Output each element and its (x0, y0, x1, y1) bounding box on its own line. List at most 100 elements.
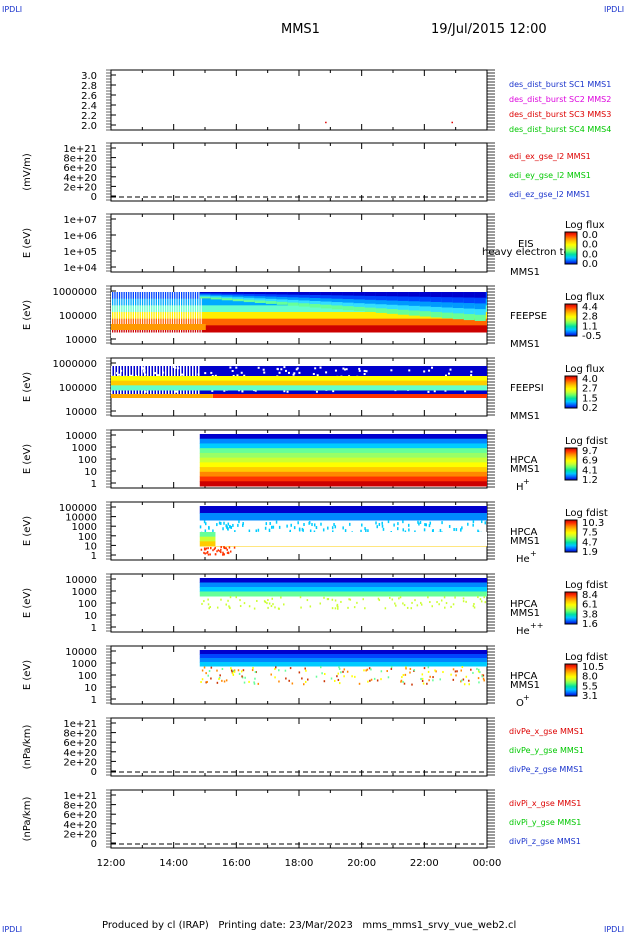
heat-cell (408, 305, 420, 311)
data-gap (159, 292, 161, 338)
colorbar-label: 9.7 (582, 446, 598, 457)
legend-entry: edi_ey_gse_l2 MMS1 (509, 171, 591, 180)
heat-cell (254, 300, 266, 303)
noise-dot (209, 605, 211, 608)
noise-dot (312, 372, 315, 375)
corner-logo-bottom-left: IPDLI (2, 925, 23, 934)
heat-cell (386, 304, 398, 310)
colorbar-title: Log fdist (565, 652, 608, 663)
heat-cell (342, 292, 354, 297)
colorbar-label: 4.4 (582, 302, 598, 313)
noise-dot (217, 549, 220, 552)
noise-dot (429, 601, 431, 604)
y-axis-label: E (eV) (22, 516, 33, 546)
noise-dot (429, 675, 431, 678)
noise-dot (378, 599, 381, 602)
noise-dot (444, 389, 447, 392)
noise-dot (452, 603, 455, 606)
x-tick-label: 22:00 (410, 858, 439, 869)
noise-dot (454, 670, 457, 673)
noise-dot (426, 682, 428, 685)
heat-cell (364, 292, 376, 297)
noise-dot (473, 602, 475, 605)
noise-dot (396, 527, 399, 531)
noise-dot (201, 678, 204, 681)
x-tick-label: 12:00 (97, 858, 126, 869)
instrument-label: HPCA (510, 527, 538, 538)
noise-dot (338, 666, 340, 669)
heat-cell (111, 325, 487, 333)
noise-dot (269, 521, 271, 525)
noise-dot (439, 528, 442, 532)
noise-dot (289, 667, 292, 670)
heat-cell (309, 301, 321, 305)
colorbar (564, 519, 578, 553)
noise-dot (223, 680, 226, 683)
heat-cell (397, 292, 409, 297)
heat-cell (254, 292, 266, 295)
noise-dot (216, 681, 219, 684)
data-gap (177, 292, 179, 338)
noise-dot (315, 390, 318, 393)
noise-dot (208, 526, 210, 530)
y-tick-label: 100000 (59, 383, 97, 394)
heat-cell (199, 295, 211, 298)
noise-dot (223, 553, 225, 556)
noise-dot (144, 390, 147, 393)
heat-cell (276, 292, 288, 295)
heat-cell (199, 476, 487, 482)
heat-cell (474, 292, 486, 299)
noise-dot (251, 669, 254, 672)
noise-dot (482, 674, 485, 677)
noise-dot (154, 372, 157, 375)
noise-dot (481, 674, 484, 677)
noise-dot (428, 679, 430, 682)
heat-cell (452, 292, 464, 298)
noise-dot (204, 529, 207, 533)
heat-cell (199, 438, 487, 444)
data-gap (184, 292, 186, 338)
noise-dot (237, 669, 240, 672)
noise-dot (212, 549, 214, 552)
noise-dot (298, 528, 301, 532)
noise-dot (461, 526, 463, 530)
heat-cell (342, 295, 354, 300)
noise-dot (410, 607, 413, 610)
noise-dot (409, 671, 411, 674)
heat-cell (331, 298, 343, 303)
heat-cell (408, 301, 420, 307)
noise-dot (263, 371, 266, 374)
colorbar-label: 0.0 (582, 230, 598, 241)
noise-dot (447, 372, 450, 375)
noise-dot (365, 370, 368, 373)
noise-dot (275, 520, 278, 524)
noise-dot (207, 674, 209, 677)
heat-cell (199, 506, 487, 514)
noise-dot (444, 606, 446, 609)
y-tick-label: 8e+20 (63, 154, 97, 165)
legend-entry: des_dist_burst SC3 MMS3 (509, 110, 611, 119)
noise-dot (478, 681, 480, 684)
noise-dot (252, 666, 254, 669)
noise-dot (460, 669, 463, 672)
noise-dot (462, 678, 465, 681)
noise-dot (221, 679, 223, 682)
noise-dot (241, 390, 244, 393)
panel-frame (110, 142, 488, 202)
noise-dot (230, 667, 232, 670)
noise-dot (405, 666, 407, 669)
legend-entry: edi_ex_gse_l2 MMS1 (509, 152, 591, 161)
heat-cell (397, 296, 409, 302)
noise-dot (211, 389, 214, 392)
noise-dot (467, 522, 469, 526)
noise-dot (311, 522, 313, 526)
heat-cell (331, 302, 343, 306)
noise-dot (332, 530, 334, 534)
noise-dot (472, 605, 475, 608)
species-label: O (516, 698, 524, 709)
noise-dot (233, 546, 236, 549)
heat-cell (287, 302, 299, 306)
noise-dot (340, 671, 342, 674)
noise-dot (334, 369, 337, 372)
